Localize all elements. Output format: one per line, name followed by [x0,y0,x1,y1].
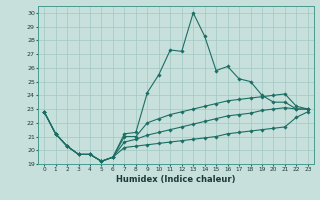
X-axis label: Humidex (Indice chaleur): Humidex (Indice chaleur) [116,175,236,184]
